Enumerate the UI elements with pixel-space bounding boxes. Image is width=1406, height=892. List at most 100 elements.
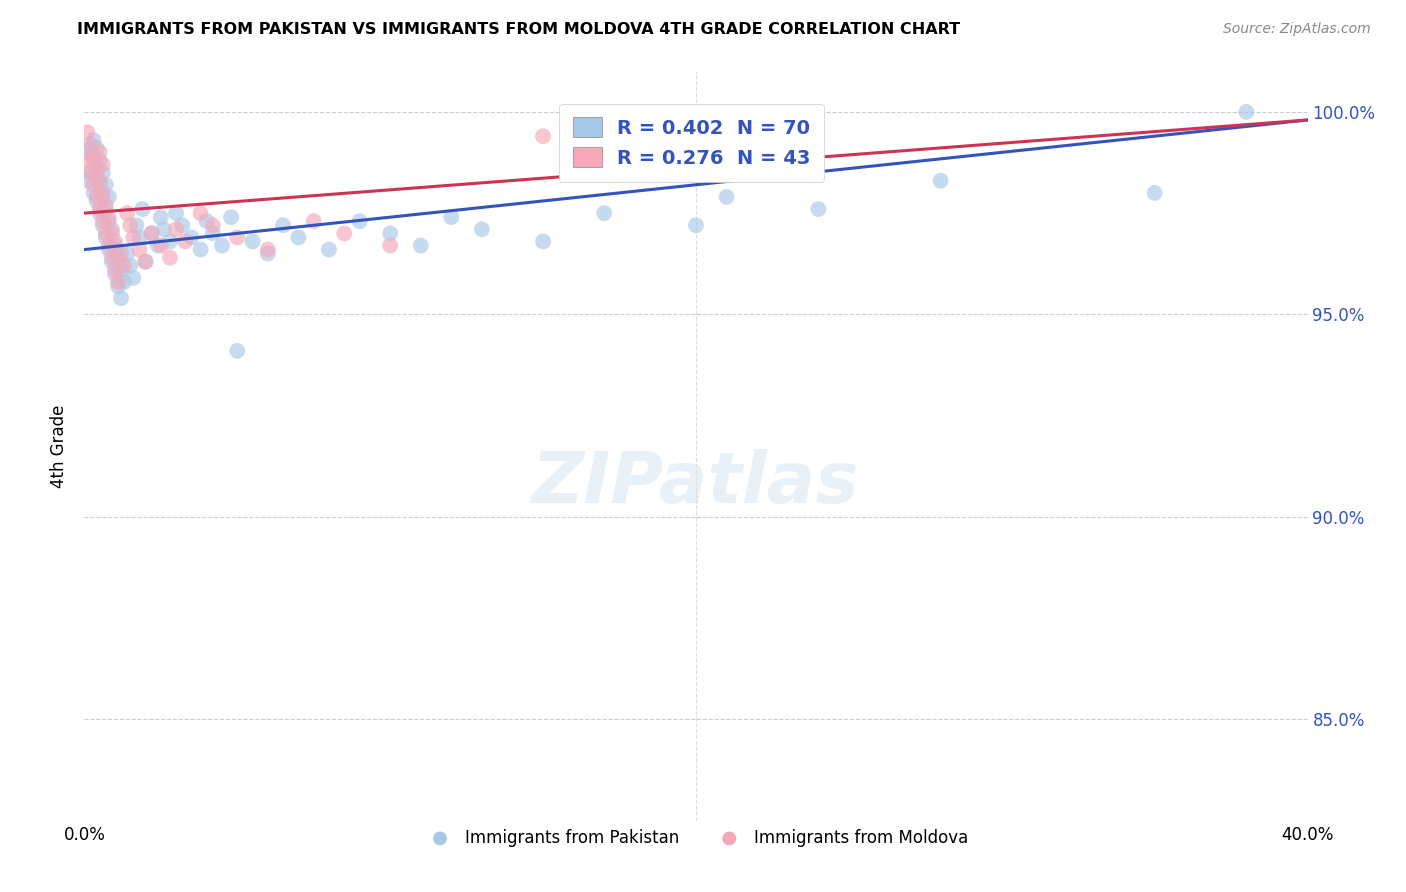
Point <box>86 161 108 176</box>
Point <box>380 238 402 252</box>
Point <box>79 166 101 180</box>
Point <box>86 166 108 180</box>
Point <box>929 174 952 188</box>
Point <box>333 227 356 241</box>
Point <box>226 343 249 358</box>
Point <box>83 186 105 200</box>
Point <box>76 153 98 168</box>
Point <box>101 227 124 241</box>
Point <box>172 219 194 233</box>
Point <box>318 243 340 257</box>
Point <box>97 238 120 252</box>
Point <box>89 145 111 160</box>
Point <box>112 259 135 273</box>
Point <box>349 214 371 228</box>
Point <box>107 275 129 289</box>
Point <box>89 178 111 192</box>
Point <box>91 157 114 171</box>
Point <box>531 129 554 144</box>
Point <box>471 222 494 236</box>
Point <box>159 251 181 265</box>
Point <box>83 149 105 163</box>
Point <box>86 141 108 155</box>
Point <box>131 202 153 216</box>
Point <box>201 227 224 241</box>
Point <box>141 227 163 241</box>
Point <box>1143 186 1166 200</box>
Point <box>104 267 127 281</box>
Point <box>89 174 111 188</box>
Point <box>107 251 129 265</box>
Point <box>104 235 127 249</box>
Point <box>409 238 432 252</box>
Point <box>115 246 138 260</box>
Point <box>153 222 176 236</box>
Point <box>97 214 120 228</box>
Point <box>101 251 124 265</box>
Point <box>271 219 294 233</box>
Point <box>83 133 105 147</box>
Point <box>128 243 150 257</box>
Point <box>86 194 108 208</box>
Point <box>120 259 142 273</box>
Point <box>122 271 145 285</box>
Point <box>112 275 135 289</box>
Point <box>257 243 280 257</box>
Point <box>104 262 127 277</box>
Point <box>110 246 132 260</box>
Point <box>380 227 402 241</box>
Point <box>120 219 142 233</box>
Point <box>83 157 105 171</box>
Point <box>101 222 124 236</box>
Point <box>135 254 157 268</box>
Point <box>174 235 197 249</box>
Point <box>79 166 101 180</box>
Point <box>97 190 120 204</box>
Point <box>149 210 172 224</box>
Point <box>76 174 98 188</box>
Point <box>107 279 129 293</box>
Point <box>302 214 325 228</box>
Y-axis label: 4th Grade: 4th Grade <box>51 404 69 488</box>
Point <box>91 166 114 180</box>
Point <box>165 206 187 220</box>
Point <box>97 243 120 257</box>
Point <box>190 243 212 257</box>
Legend: Immigrants from Pakistan, Immigrants from Moldova: Immigrants from Pakistan, Immigrants fro… <box>416 822 976 854</box>
Point <box>149 238 172 252</box>
Point <box>219 210 242 224</box>
Point <box>1236 104 1258 119</box>
Point <box>242 235 264 249</box>
Point <box>257 246 280 260</box>
Point <box>79 137 101 152</box>
Point <box>716 190 738 204</box>
Point <box>115 206 138 220</box>
Point <box>190 206 212 220</box>
Point <box>141 227 163 241</box>
Text: ZIPatlas: ZIPatlas <box>533 449 859 518</box>
Point <box>89 202 111 216</box>
Point <box>89 153 111 168</box>
Point <box>94 198 117 212</box>
Point <box>287 230 309 244</box>
Point <box>159 235 181 249</box>
Point <box>76 125 98 139</box>
Point <box>211 238 233 252</box>
Point <box>91 186 114 200</box>
Point <box>226 230 249 244</box>
Point <box>440 210 463 224</box>
Point <box>201 219 224 233</box>
Point <box>89 206 111 220</box>
Point <box>165 222 187 236</box>
Point <box>122 230 145 244</box>
Point <box>101 254 124 268</box>
Point <box>79 141 101 155</box>
Point <box>593 206 616 220</box>
Point <box>104 238 127 252</box>
Point <box>94 230 117 244</box>
Point <box>110 262 132 277</box>
Point <box>86 190 108 204</box>
Point <box>91 190 114 204</box>
Text: Source: ZipAtlas.com: Source: ZipAtlas.com <box>1223 22 1371 37</box>
Point <box>83 178 105 192</box>
